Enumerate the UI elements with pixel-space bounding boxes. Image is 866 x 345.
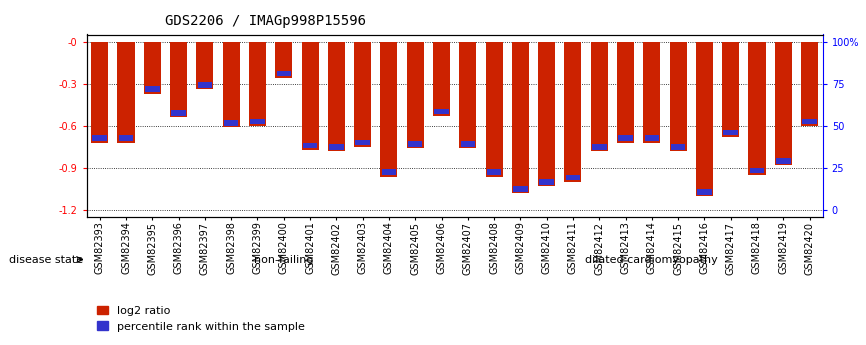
Bar bbox=[303, 142, 317, 148]
Bar bbox=[171, 110, 186, 116]
Text: GDS2206 / IMAGp998P15596: GDS2206 / IMAGp998P15596 bbox=[165, 14, 365, 28]
Bar bbox=[91, 41, 108, 143]
Bar bbox=[328, 41, 345, 151]
Bar bbox=[144, 41, 161, 93]
Bar bbox=[433, 41, 450, 116]
Bar bbox=[459, 41, 476, 148]
Bar bbox=[540, 179, 554, 185]
Bar bbox=[434, 109, 449, 115]
Bar bbox=[197, 82, 212, 88]
Bar bbox=[565, 41, 581, 182]
Bar bbox=[643, 41, 661, 143]
Bar bbox=[722, 41, 740, 137]
Bar bbox=[591, 41, 608, 151]
Bar bbox=[618, 136, 633, 141]
Bar bbox=[487, 169, 501, 175]
Bar bbox=[119, 136, 133, 141]
Bar bbox=[355, 140, 370, 145]
Bar bbox=[408, 141, 423, 147]
Bar bbox=[249, 41, 266, 126]
Text: non-failing: non-failing bbox=[254, 255, 313, 265]
Bar bbox=[354, 41, 372, 147]
Bar bbox=[275, 41, 293, 78]
Bar bbox=[669, 41, 687, 151]
Bar bbox=[407, 41, 423, 148]
Bar bbox=[461, 141, 475, 147]
Bar bbox=[592, 144, 606, 149]
Bar bbox=[671, 144, 685, 149]
Bar bbox=[276, 71, 291, 76]
Bar bbox=[644, 136, 659, 141]
Bar bbox=[538, 41, 555, 186]
Bar bbox=[301, 41, 319, 150]
Bar bbox=[93, 136, 107, 141]
Bar bbox=[486, 41, 502, 177]
Bar bbox=[697, 189, 712, 195]
Bar bbox=[617, 41, 634, 143]
Bar bbox=[776, 158, 791, 164]
Bar bbox=[802, 119, 817, 124]
Text: dilated cardiomyopathy: dilated cardiomyopathy bbox=[585, 255, 718, 265]
Bar bbox=[145, 86, 159, 92]
Bar bbox=[748, 41, 766, 175]
Bar bbox=[801, 41, 818, 126]
Bar bbox=[380, 41, 397, 177]
Bar bbox=[514, 186, 527, 192]
Bar bbox=[329, 144, 344, 149]
Bar bbox=[197, 41, 213, 89]
Bar bbox=[565, 175, 580, 180]
Bar bbox=[118, 41, 134, 143]
Bar bbox=[512, 41, 529, 194]
Bar bbox=[723, 130, 738, 136]
Bar bbox=[382, 169, 396, 175]
Bar bbox=[750, 168, 764, 174]
Bar bbox=[696, 41, 713, 196]
Bar bbox=[170, 41, 187, 118]
Bar bbox=[224, 120, 238, 126]
Bar bbox=[223, 41, 240, 127]
Legend: log2 ratio, percentile rank within the sample: log2 ratio, percentile rank within the s… bbox=[92, 301, 309, 336]
Bar bbox=[250, 119, 265, 124]
Text: disease state: disease state bbox=[9, 255, 83, 265]
Bar bbox=[775, 41, 792, 165]
